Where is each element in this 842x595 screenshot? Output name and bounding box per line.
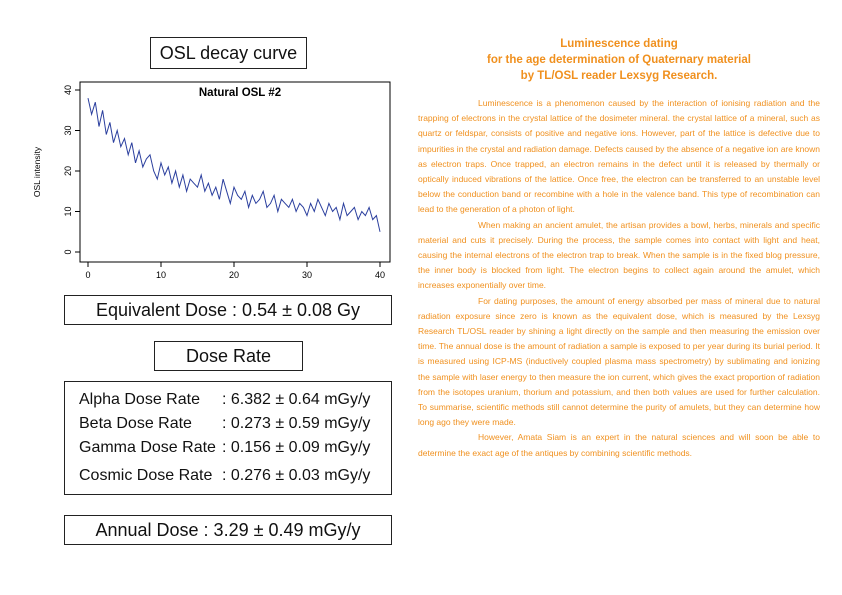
annual-dose-box: Annual Dose : 3.29 ± 0.49 mGy/y bbox=[64, 515, 392, 545]
rate-name: Alpha Dose Rate bbox=[79, 391, 200, 408]
x-tick-label: 10 bbox=[156, 270, 166, 280]
plot-frame bbox=[79, 81, 391, 263]
dose-rate-title: Dose Rate bbox=[154, 341, 303, 371]
article-paragraph: For dating purposes, the amount of energ… bbox=[418, 295, 820, 428]
chart-title: Natural OSL #2 bbox=[199, 87, 281, 99]
rate-value: : 0.156 ± 0.09 mGy/y bbox=[222, 439, 371, 456]
rate-value: : 0.276 ± 0.03 mGy/y bbox=[222, 467, 371, 484]
article-heading-line: Luminescence dating bbox=[560, 38, 678, 50]
osl-decay-curve-title: OSL decay curve bbox=[150, 37, 307, 69]
beta-dose-rate-row: Beta Dose Rate : 0.273 ± 0.59 mGy/y bbox=[79, 412, 391, 436]
equivalent-dose-box: Equivalent Dose : 0.54 ± 0.08 Gy bbox=[64, 295, 392, 325]
article-heading-line: by TL/OSL reader Lexsyg Research. bbox=[520, 70, 718, 82]
y-tick-label: 10 bbox=[63, 206, 73, 216]
x-tick-label: 20 bbox=[229, 270, 239, 280]
rate-name: Beta Dose Rate bbox=[79, 415, 192, 432]
article-heading-line: for the age determination of Quaternary … bbox=[487, 54, 751, 66]
rate-name: Gamma Dose Rate bbox=[79, 439, 216, 456]
article-paragraph: When making an ancient amulet, the artis… bbox=[418, 219, 820, 291]
y-axis-label: OSL intensity bbox=[32, 146, 42, 197]
osl-chart: Natural OSL #2 OSL intensity 0 10 20 30 40 0 1… bbox=[32, 81, 391, 280]
y-tick-label: 30 bbox=[63, 125, 73, 135]
y-tick-label: 0 bbox=[63, 249, 73, 254]
gamma-dose-rate-row: Gamma Dose Rate : 0.156 ± 0.09 mGy/y bbox=[79, 436, 391, 460]
osl-series-line bbox=[87, 97, 381, 232]
dose-rates-box: Alpha Dose Rate : 6.382 ± 0.64 mGy/y Bet… bbox=[64, 381, 392, 495]
x-tick-label: 0 bbox=[85, 270, 90, 280]
rate-value: : 6.382 ± 0.64 mGy/y bbox=[222, 391, 371, 408]
y-tick-label: 20 bbox=[63, 166, 73, 176]
article-paragraph: Luminescence is a phenomenon caused by t… bbox=[418, 98, 820, 215]
x-tick-label: 40 bbox=[375, 270, 385, 280]
article-paragraph: However, Amata Siam is an expert in the … bbox=[418, 432, 820, 458]
annual-dose-text: Annual Dose : 3.29 ± 0.49 mGy/y bbox=[95, 519, 361, 540]
equivalent-dose-text: Equivalent Dose : 0.54 ± 0.08 Gy bbox=[95, 299, 361, 320]
rate-name: Cosmic Dose Rate bbox=[79, 467, 213, 484]
article-heading: Luminescence dating for the age determin… bbox=[418, 36, 820, 84]
article-body: Luminescence is a phenomenon caused by t… bbox=[418, 96, 820, 461]
article: Luminescence dating for the age determin… bbox=[418, 36, 820, 461]
x-tick-label: 30 bbox=[302, 270, 312, 280]
cosmic-dose-rate-row: Cosmic Dose Rate : 0.276 ± 0.03 mGy/y bbox=[79, 464, 391, 488]
y-tick-label: 40 bbox=[63, 85, 73, 95]
alpha-dose-rate-row: Alpha Dose Rate : 6.382 ± 0.64 mGy/y bbox=[79, 388, 391, 412]
rate-value: : 0.273 ± 0.59 mGy/y bbox=[222, 415, 371, 432]
